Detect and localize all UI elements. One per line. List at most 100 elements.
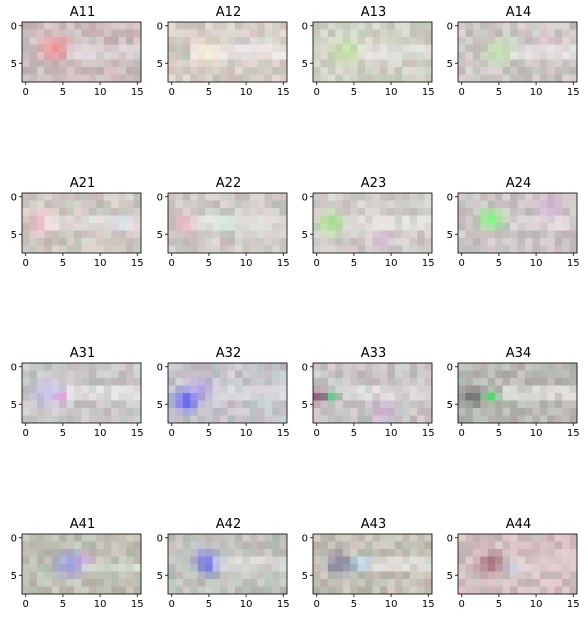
pixel-cell bbox=[409, 571, 418, 580]
pixel-cell bbox=[66, 549, 75, 557]
pixel-cell bbox=[103, 200, 112, 209]
pixel-cell bbox=[409, 22, 418, 30]
pixel-cell bbox=[342, 200, 351, 209]
pixel-cell bbox=[458, 370, 466, 379]
pixel-cell bbox=[547, 215, 555, 224]
pixel-cell bbox=[424, 52, 433, 60]
pixel-cell bbox=[133, 415, 142, 424]
pixel-cell bbox=[472, 223, 481, 231]
pixel-cell bbox=[327, 29, 336, 38]
pixel-cell bbox=[257, 370, 265, 379]
pixel-cell bbox=[103, 556, 112, 565]
pixel-cell bbox=[539, 564, 548, 572]
pixel-cell bbox=[532, 564, 541, 572]
pixel-cell bbox=[126, 215, 134, 224]
pixel-cell bbox=[220, 363, 228, 371]
pixel-cell bbox=[424, 556, 433, 565]
pixel-cell bbox=[458, 67, 466, 75]
pixel-cell bbox=[554, 415, 563, 424]
pixel-cell bbox=[257, 571, 265, 580]
pixel-cell bbox=[379, 74, 388, 83]
pixel-cell bbox=[279, 245, 288, 254]
pixel-cell bbox=[234, 415, 243, 424]
pixel-cell bbox=[539, 59, 548, 68]
pixel-cell bbox=[547, 378, 555, 386]
x-tick-label: 15 bbox=[422, 599, 435, 610]
pixel-cell bbox=[242, 200, 251, 209]
pixel-cell bbox=[279, 549, 288, 557]
pixel-cell bbox=[562, 571, 570, 580]
pixel-cell bbox=[532, 44, 541, 53]
y-tick-label: 5 bbox=[11, 59, 17, 70]
x-tick-label: 5 bbox=[206, 87, 212, 98]
pixel-cell bbox=[342, 408, 351, 416]
pixel-cell bbox=[234, 378, 243, 386]
pixel-cell bbox=[279, 22, 288, 30]
pixel-cell bbox=[133, 564, 142, 572]
pixel-cell bbox=[88, 408, 97, 416]
pixel-cell bbox=[409, 74, 418, 83]
pixel-cell bbox=[313, 586, 321, 595]
pixel-cell bbox=[205, 534, 213, 542]
pixel-cell bbox=[257, 193, 265, 201]
pixel-cell bbox=[320, 400, 329, 409]
pixel-cell bbox=[409, 215, 418, 224]
pixel-cell bbox=[103, 400, 112, 409]
pixel-cell bbox=[379, 215, 388, 224]
pixel-cell bbox=[313, 22, 321, 30]
pixel-cell bbox=[517, 215, 526, 224]
pixel-cell bbox=[59, 415, 67, 424]
pixel-cell bbox=[532, 67, 541, 75]
pixel-cell bbox=[342, 193, 351, 201]
pixel-cell bbox=[458, 52, 466, 60]
pixel-cell bbox=[495, 74, 503, 83]
pixel-cell bbox=[81, 29, 90, 38]
pixel-cell bbox=[59, 238, 67, 246]
pixel-cell bbox=[387, 22, 396, 30]
y-tick-label: 5 bbox=[447, 230, 453, 241]
pixel-cell bbox=[118, 556, 127, 565]
pixel-cell bbox=[59, 29, 67, 38]
pixel-cell bbox=[29, 571, 38, 580]
pixel-cell bbox=[220, 200, 228, 209]
pixel-cell bbox=[29, 29, 38, 38]
pixel-cell bbox=[350, 370, 358, 379]
pixel-cell bbox=[88, 534, 97, 542]
pixel-cell bbox=[249, 245, 258, 254]
pixel-cell bbox=[257, 393, 265, 401]
pixel-cell bbox=[88, 549, 97, 557]
pixel-cell bbox=[264, 193, 273, 201]
pixel-cell bbox=[365, 230, 373, 239]
pixel-cell bbox=[487, 549, 496, 557]
subplot-a31: A31 0 5 10 15 0 5 bbox=[4, 345, 150, 447]
pixel-cell bbox=[547, 52, 555, 60]
pixel-cell bbox=[175, 29, 184, 38]
x-tick-label: 15 bbox=[567, 599, 580, 610]
pixel-cell bbox=[118, 37, 127, 45]
pixel-cell bbox=[472, 586, 481, 595]
pixel-cell bbox=[409, 44, 418, 53]
pixel-cell bbox=[458, 556, 466, 565]
pixel-cell bbox=[394, 29, 403, 38]
pixel-cell bbox=[502, 586, 511, 595]
pixel-cell bbox=[175, 534, 184, 542]
pixel-cell bbox=[465, 44, 474, 53]
pixel-cell bbox=[197, 245, 206, 254]
pixel-cell bbox=[227, 534, 236, 542]
subplot-title: A11 bbox=[69, 5, 96, 20]
pixel-cell bbox=[81, 74, 90, 83]
pixel-cell bbox=[175, 564, 184, 572]
pixel-cell bbox=[387, 29, 396, 38]
pixel-cell bbox=[480, 230, 489, 239]
pixel-cell bbox=[502, 238, 511, 246]
pixel-cell bbox=[335, 378, 344, 386]
pixel-cell bbox=[212, 238, 221, 246]
pixel-cell bbox=[417, 22, 425, 30]
pixel-cell bbox=[257, 52, 265, 60]
pixel-cell bbox=[532, 193, 541, 201]
pixel-cell bbox=[272, 52, 280, 60]
pixel-cell bbox=[409, 193, 418, 201]
pixel-cell bbox=[357, 571, 366, 580]
pixel-cell bbox=[342, 52, 351, 60]
